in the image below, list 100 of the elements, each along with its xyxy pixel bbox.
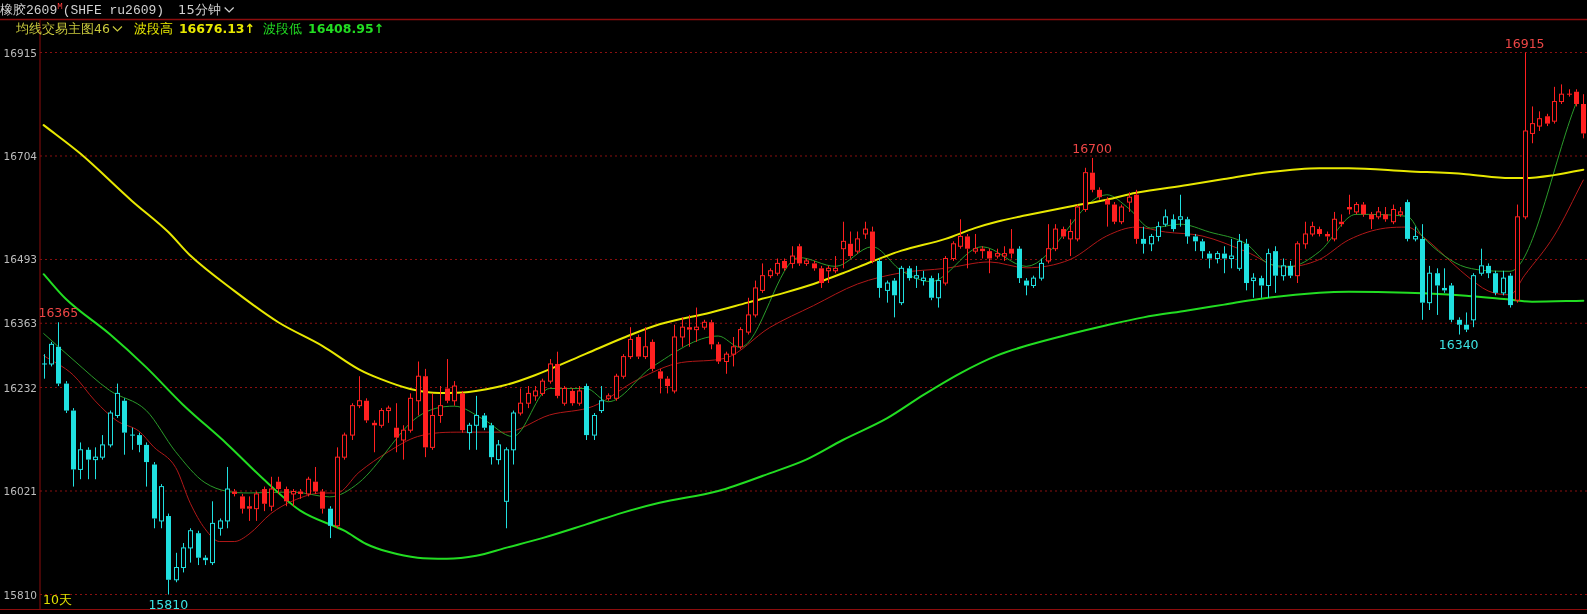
candlestick bbox=[518, 387, 523, 416]
candlestick bbox=[1361, 201, 1366, 218]
line-series bbox=[42, 273, 1585, 560]
candlestick bbox=[599, 385, 604, 414]
candlestick bbox=[452, 380, 457, 407]
candlestick bbox=[320, 488, 325, 515]
candlestick bbox=[973, 233, 978, 255]
candlestick bbox=[276, 476, 281, 495]
candlestick bbox=[1523, 52, 1528, 220]
annotation: 16340 bbox=[1438, 336, 1479, 352]
candlestick bbox=[262, 486, 267, 512]
candlestick bbox=[812, 260, 817, 272]
annotation: 15810 bbox=[148, 596, 189, 612]
candlestick bbox=[1009, 228, 1014, 260]
candlestick bbox=[1229, 238, 1234, 269]
candlestick bbox=[1061, 226, 1066, 240]
candlestick bbox=[210, 500, 215, 566]
candlestick bbox=[174, 552, 179, 583]
candlestick bbox=[709, 319, 714, 350]
candlestick bbox=[1552, 86, 1557, 125]
candlestick bbox=[1097, 186, 1102, 201]
candlestick bbox=[64, 380, 69, 414]
candlestick bbox=[144, 441, 149, 488]
candlestick bbox=[115, 383, 120, 419]
candlestick bbox=[1266, 248, 1271, 299]
candlestick bbox=[122, 397, 127, 456]
candlestick bbox=[782, 258, 787, 272]
candlestick bbox=[504, 446, 509, 529]
candlestick bbox=[1112, 201, 1117, 225]
candlestick bbox=[1457, 316, 1462, 336]
candlestick bbox=[1068, 218, 1073, 257]
candlestick bbox=[1486, 262, 1491, 279]
candlestick bbox=[1171, 213, 1176, 233]
candlestick bbox=[680, 316, 685, 348]
candlestick bbox=[1017, 245, 1022, 284]
candlestick bbox=[1369, 211, 1374, 230]
candlestick bbox=[687, 314, 692, 348]
candlestick bbox=[152, 461, 157, 529]
candlestick bbox=[1273, 245, 1278, 294]
candlestick bbox=[936, 272, 941, 309]
candlestick bbox=[423, 368, 428, 458]
candlestick bbox=[42, 353, 47, 380]
candlestick bbox=[877, 258, 882, 299]
candlestick bbox=[841, 221, 846, 269]
candlestick bbox=[965, 233, 970, 269]
candlestick bbox=[848, 231, 853, 260]
candlestick bbox=[1105, 196, 1110, 228]
candlestick bbox=[797, 243, 802, 267]
candlestick bbox=[416, 361, 421, 416]
candlestick bbox=[1295, 240, 1300, 284]
candlestick bbox=[643, 326, 648, 360]
y-tick-label: 16915 bbox=[3, 46, 37, 59]
candlestick bbox=[1464, 311, 1469, 333]
y-tick-label: 15810 bbox=[3, 588, 37, 601]
candlestick bbox=[760, 262, 765, 294]
candlestick bbox=[694, 307, 699, 343]
candlestick bbox=[987, 248, 992, 274]
candlestick bbox=[892, 277, 897, 318]
candlestick bbox=[1002, 245, 1007, 262]
candlestick bbox=[1288, 260, 1293, 279]
legend-title: 均线交易主图46 bbox=[15, 21, 110, 36]
candlestick bbox=[1207, 250, 1212, 269]
candlestick bbox=[1471, 272, 1476, 328]
candlestick bbox=[166, 513, 171, 595]
candlestick bbox=[313, 466, 318, 495]
y-tick-label: 16363 bbox=[3, 317, 37, 330]
candlestick bbox=[1435, 267, 1440, 316]
candlestick bbox=[474, 395, 479, 451]
candlestick bbox=[1149, 233, 1154, 252]
candlestick bbox=[460, 390, 465, 434]
candlestick bbox=[1046, 223, 1051, 264]
candlestick bbox=[1090, 157, 1095, 193]
candlestick bbox=[130, 427, 135, 451]
annotation: 16915 bbox=[1504, 35, 1545, 51]
candlestick bbox=[1251, 272, 1256, 299]
candlestick bbox=[658, 368, 663, 394]
candlestick bbox=[225, 466, 230, 529]
candlestick bbox=[86, 446, 91, 480]
candlestick bbox=[746, 297, 751, 336]
candlestick bbox=[1163, 208, 1168, 228]
candlestick bbox=[364, 397, 369, 424]
candlestick bbox=[907, 265, 912, 282]
candlestick bbox=[445, 358, 450, 404]
candlestick bbox=[1427, 265, 1432, 311]
candlestick bbox=[1537, 110, 1542, 132]
candlestick bbox=[628, 326, 633, 360]
candlestick bbox=[584, 383, 589, 441]
candlestick bbox=[78, 441, 83, 480]
candlestick bbox=[826, 265, 831, 284]
candlestick bbox=[71, 407, 76, 488]
candlestick bbox=[394, 402, 399, 453]
candlestick bbox=[1303, 221, 1308, 250]
candlestick bbox=[833, 255, 838, 274]
candlestick bbox=[1479, 248, 1484, 277]
candlestick bbox=[533, 385, 538, 402]
candlestick bbox=[650, 338, 655, 372]
candlestick bbox=[1259, 275, 1264, 299]
candlestick bbox=[1178, 194, 1183, 228]
candlestick bbox=[430, 392, 435, 451]
candlestick bbox=[137, 432, 142, 453]
